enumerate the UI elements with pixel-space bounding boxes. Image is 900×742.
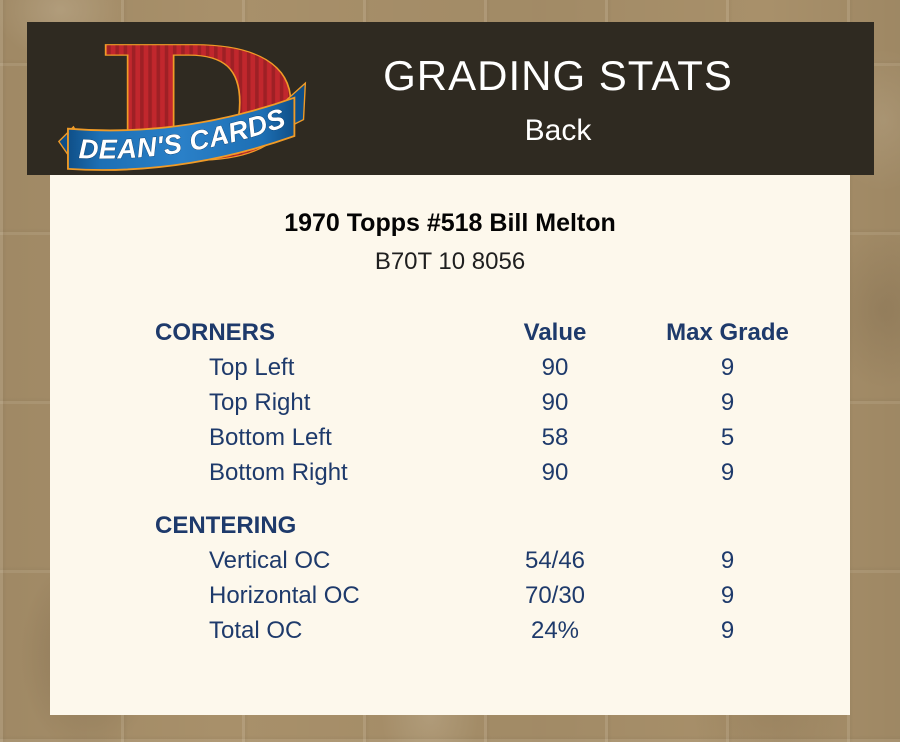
row-value: 90 [541, 353, 569, 381]
row-label: Top Right [209, 388, 311, 416]
card-serial-number: B70T 10 8056 [374, 248, 526, 275]
row-label: Vertical OC [209, 546, 331, 574]
row-label: Bottom Right [209, 458, 348, 486]
section-gap [155, 490, 800, 508]
page-subtitle: Back [524, 114, 592, 147]
page-title: GRADING STATS [383, 52, 733, 99]
table-row: Horizontal OC 70/30 9 [155, 578, 800, 613]
row-max-grade: 9 [720, 581, 735, 609]
table-row: Vertical OC 54/46 9 [155, 543, 800, 578]
row-max-grade: 9 [720, 353, 735, 381]
row-label: Top Left [209, 353, 295, 381]
row-value: 90 [541, 388, 569, 416]
deans-cards-logo[interactable]: D DEAN'S CARDS [57, 28, 309, 171]
grading-stats-table: CORNERS Value Max Grade Top Left 90 9 To… [155, 315, 800, 648]
row-value: 54/46 [524, 546, 586, 574]
row-max-grade: 9 [720, 458, 735, 486]
row-max-grade: 5 [720, 423, 735, 451]
row-value: 90 [541, 458, 569, 486]
row-label: Horizontal OC [209, 581, 360, 609]
table-row: Bottom Right 90 9 [155, 455, 800, 490]
row-label: Total OC [209, 616, 303, 644]
row-max-grade: 9 [720, 388, 735, 416]
section-header-corners: CORNERS [155, 318, 276, 346]
column-header-value: Value [523, 318, 587, 346]
table-row: Bottom Left 58 5 [155, 420, 800, 455]
row-max-grade: 9 [720, 616, 735, 644]
card-title: 1970 Topps #518 Bill Melton [284, 209, 616, 237]
row-value: 70/30 [524, 581, 586, 609]
table-section-row: CENTERING [155, 508, 800, 543]
header-banner: D DEAN'S CARDS GRADING STATS Back [27, 22, 874, 175]
table-header-row: CORNERS Value Max Grade [155, 315, 800, 350]
table-row: Total OC 24% 9 [155, 613, 800, 648]
table-row: Top Left 90 9 [155, 350, 800, 385]
header-titles: GRADING STATS Back [327, 22, 789, 175]
table-row: Top Right 90 9 [155, 385, 800, 420]
row-value: 58 [541, 423, 569, 451]
row-max-grade: 9 [720, 546, 735, 574]
section-header-centering: CENTERING [155, 511, 297, 539]
column-header-max-grade: Max Grade [666, 318, 789, 346]
stats-panel: 1970 Topps #518 Bill Melton B70T 10 8056… [50, 175, 850, 715]
row-label: Bottom Left [209, 423, 332, 451]
row-value: 24% [530, 616, 580, 644]
